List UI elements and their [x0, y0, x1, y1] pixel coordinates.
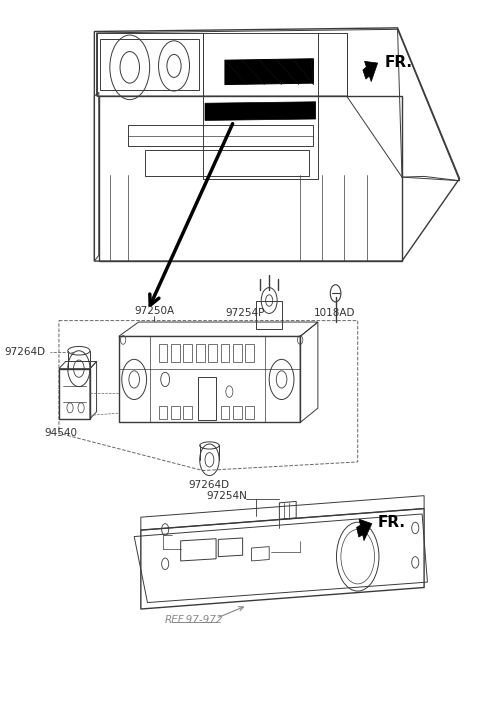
Bar	[171, 343, 180, 362]
Polygon shape	[225, 59, 313, 85]
Bar	[245, 406, 254, 419]
Bar	[208, 343, 217, 362]
Text: 97250A: 97250A	[134, 307, 174, 316]
Bar	[196, 343, 204, 362]
Text: 94540: 94540	[45, 427, 78, 437]
Polygon shape	[205, 102, 316, 121]
Bar	[158, 343, 168, 362]
Text: 97264D: 97264D	[189, 480, 230, 490]
Text: 97254N: 97254N	[206, 491, 247, 500]
Bar	[245, 343, 254, 362]
Bar	[233, 406, 242, 419]
Text: REF.97-972: REF.97-972	[165, 615, 223, 625]
Bar	[220, 406, 229, 419]
Polygon shape	[363, 61, 378, 82]
Text: 1018AD: 1018AD	[313, 308, 355, 317]
Bar	[171, 406, 180, 419]
Bar	[220, 343, 229, 362]
Text: 97254P: 97254P	[225, 308, 264, 317]
Polygon shape	[357, 519, 372, 541]
Bar	[183, 406, 192, 419]
Bar	[198, 377, 216, 420]
Bar	[233, 343, 242, 362]
Bar	[183, 343, 192, 362]
Text: FR.: FR.	[384, 55, 412, 70]
Text: FR.: FR.	[378, 515, 406, 531]
Bar	[158, 406, 168, 419]
Text: 97264D: 97264D	[4, 347, 46, 357]
